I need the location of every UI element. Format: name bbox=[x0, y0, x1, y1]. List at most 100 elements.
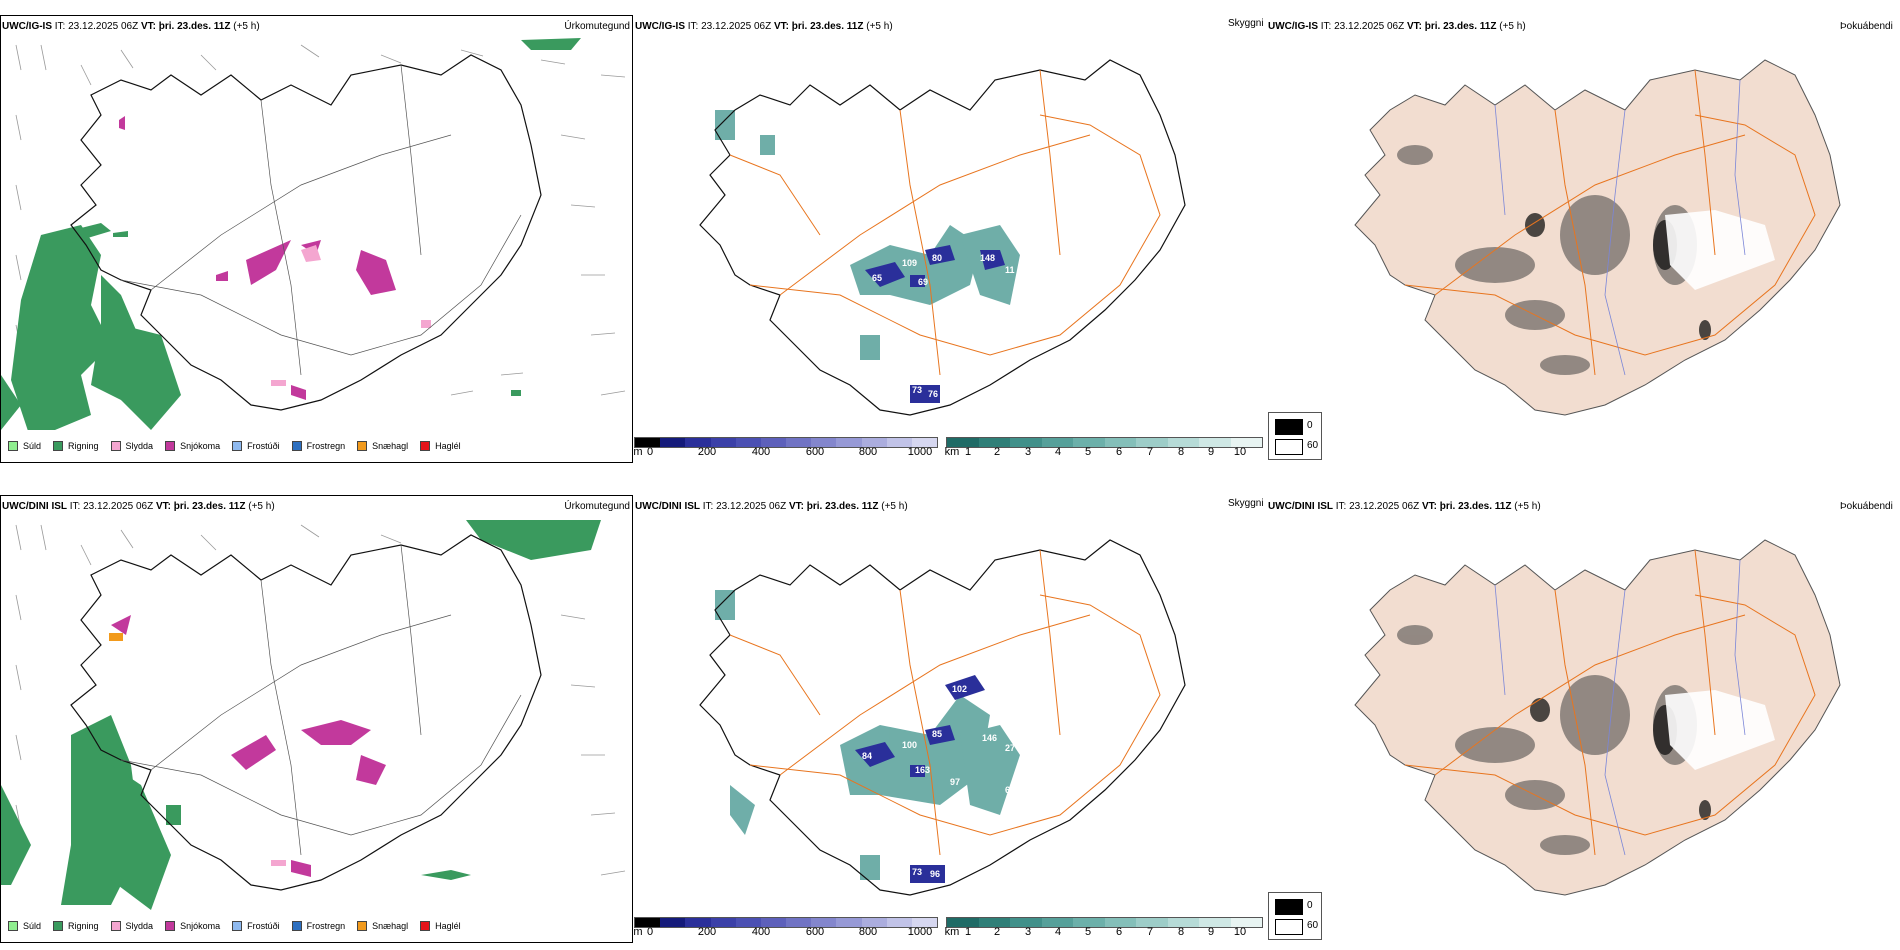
legend-item: Snjókoma bbox=[165, 921, 220, 931]
visibility-heading-1: Skyggni bbox=[1228, 18, 1264, 29]
legend-item: Frostregn bbox=[291, 441, 345, 451]
cloudbase-label: 73 bbox=[912, 385, 922, 395]
precip-legend-1: Súld Rigning Slydda Snjókoma Frostúði Fr… bbox=[8, 441, 473, 451]
cloudbase-label: 61 bbox=[1005, 785, 1015, 795]
model-name: UWC/DINI ISL bbox=[635, 501, 700, 512]
cbar-seg bbox=[911, 438, 938, 447]
legend-item: Súld bbox=[8, 921, 41, 931]
wind-barbs bbox=[15, 44, 626, 396]
cbar-seg bbox=[735, 918, 761, 927]
legend-label: Rigning bbox=[68, 921, 99, 931]
legend-label: Frostregn bbox=[306, 921, 346, 931]
rain-areas bbox=[1, 38, 581, 430]
legend-label: Snjókoma bbox=[180, 921, 221, 931]
cbar-seg bbox=[760, 438, 787, 447]
legend-label: Súld bbox=[23, 441, 42, 451]
fog-heading-1: Þokuábendi bbox=[1840, 21, 1893, 32]
cbar-tick: 2 bbox=[993, 926, 1001, 938]
cbar-seg bbox=[861, 438, 887, 447]
visibility-colorbar-1 bbox=[946, 437, 1263, 448]
visibility-ticks-2: km 1 2 3 4 5 6 7 8 9 10 bbox=[945, 926, 1261, 940]
cbar-tick: 5 bbox=[1084, 446, 1092, 458]
cloudbase-label: 27 bbox=[1005, 743, 1015, 753]
visibility-map-1: 65 109 80 69 148 11 65 73 76 28 23 bbox=[640, 35, 1240, 435]
cloudbase-label: 76 bbox=[928, 389, 938, 399]
visibility-heading-2: Skyggni bbox=[1228, 498, 1264, 509]
legend-swatch bbox=[420, 441, 431, 451]
cloudbase-label: 146 bbox=[982, 733, 997, 743]
cbar-tick: 6 bbox=[1115, 926, 1123, 938]
model-name: UWC/IG-IS bbox=[635, 21, 685, 32]
cbar-seg bbox=[836, 438, 862, 447]
cloudbase-label: 65 bbox=[872, 273, 882, 283]
fog-legend-1: 0 60 bbox=[1268, 412, 1322, 460]
fog-legend-label: 60 bbox=[1307, 440, 1319, 451]
cbar-tick: 8 bbox=[1177, 446, 1185, 458]
wind-barbs bbox=[15, 524, 626, 876]
legend-item: Slydda bbox=[110, 441, 154, 451]
cbar-seg bbox=[635, 918, 661, 927]
cbar-tick: 3 bbox=[1024, 446, 1032, 458]
fog-swatch bbox=[1275, 919, 1303, 935]
roads bbox=[1404, 69, 1816, 376]
legend-swatch bbox=[165, 921, 176, 931]
model-name: UWC/DINI ISL bbox=[2, 501, 67, 512]
cloudbase-label: 23 bbox=[760, 232, 770, 242]
cbar-tick: 9 bbox=[1207, 926, 1215, 938]
legend-item: Rigning bbox=[53, 441, 99, 451]
cbar-unit: m bbox=[633, 446, 643, 458]
roads bbox=[120, 544, 522, 856]
cloudbase-label: 102 bbox=[952, 684, 967, 694]
iceland-outline bbox=[699, 59, 1186, 416]
precip-map-svg-2 bbox=[1, 520, 626, 910]
cbar-seg bbox=[1230, 438, 1262, 447]
legend-label: Frostúði bbox=[247, 441, 280, 451]
cbar-tick: 6 bbox=[1115, 446, 1123, 458]
cloudbase-label: 96 bbox=[930, 869, 940, 879]
valid-time-label: VT: bbox=[155, 501, 171, 512]
cbar-tick: 1 bbox=[964, 926, 972, 938]
cbar-tick: 7 bbox=[1146, 446, 1154, 458]
cbar-seg bbox=[1073, 918, 1105, 927]
issue-time: IT: 23.12.2025 06Z bbox=[69, 501, 154, 512]
cbar-seg bbox=[1041, 438, 1073, 447]
cbar-tick: 8 bbox=[1177, 926, 1185, 938]
cloudbase-label: 84 bbox=[862, 751, 872, 761]
cloudbase-label: 80 bbox=[932, 253, 942, 263]
cbar-seg bbox=[760, 918, 787, 927]
visibility-panel-title-1: UWC/IG-IS IT: 23.12.2025 06Z VT: þri. 23… bbox=[635, 21, 893, 32]
legend-label: Snæhagl bbox=[372, 441, 409, 451]
fog-swatch bbox=[1275, 439, 1303, 455]
legend-item: Haglél bbox=[420, 921, 461, 931]
rain-areas bbox=[1, 520, 601, 910]
valid-time-label: VT: bbox=[1406, 21, 1422, 32]
lead-time: (+5 h) bbox=[866, 21, 893, 32]
precip-type-frame-1 bbox=[0, 15, 633, 463]
precip-panel-title-2: UWC/DINI ISL IT: 23.12.2025 06Z VT: þri.… bbox=[2, 501, 275, 512]
cbar-seg bbox=[978, 918, 1010, 927]
visibility-map-2: 102 85 100 84 146 27 163 97 61 73 96 25 bbox=[640, 515, 1240, 915]
iceland-outline bbox=[70, 54, 542, 411]
fog-legend-2: 0 60 bbox=[1268, 892, 1322, 940]
cbar-seg bbox=[947, 918, 979, 927]
cloudbase-areas bbox=[855, 675, 985, 883]
cbar-tick: 2 bbox=[993, 446, 1001, 458]
precip-type-heading-2: Úrkomutegund bbox=[564, 501, 630, 512]
legend-item: Frostúði bbox=[232, 921, 280, 931]
cbar-seg bbox=[811, 918, 837, 927]
legend-swatch bbox=[53, 441, 64, 451]
precip-type-frame-2 bbox=[0, 495, 633, 943]
valid-time-label: VT: bbox=[773, 21, 789, 32]
cbar-tick: 0 bbox=[646, 446, 654, 458]
legend-label: Slydda bbox=[125, 441, 154, 451]
snow-areas bbox=[111, 615, 386, 877]
legend-item: Snjókoma bbox=[165, 441, 220, 451]
cbar-unit: km bbox=[944, 446, 960, 458]
roads bbox=[120, 64, 522, 376]
cbar-seg bbox=[710, 438, 736, 447]
cbar-tick: 4 bbox=[1054, 446, 1062, 458]
fog-map-2 bbox=[1295, 515, 1885, 915]
valid-time: þri. 23.des. 11Z bbox=[791, 21, 864, 32]
cbar-seg bbox=[947, 438, 979, 447]
cloudbase-label: 97 bbox=[950, 777, 960, 787]
